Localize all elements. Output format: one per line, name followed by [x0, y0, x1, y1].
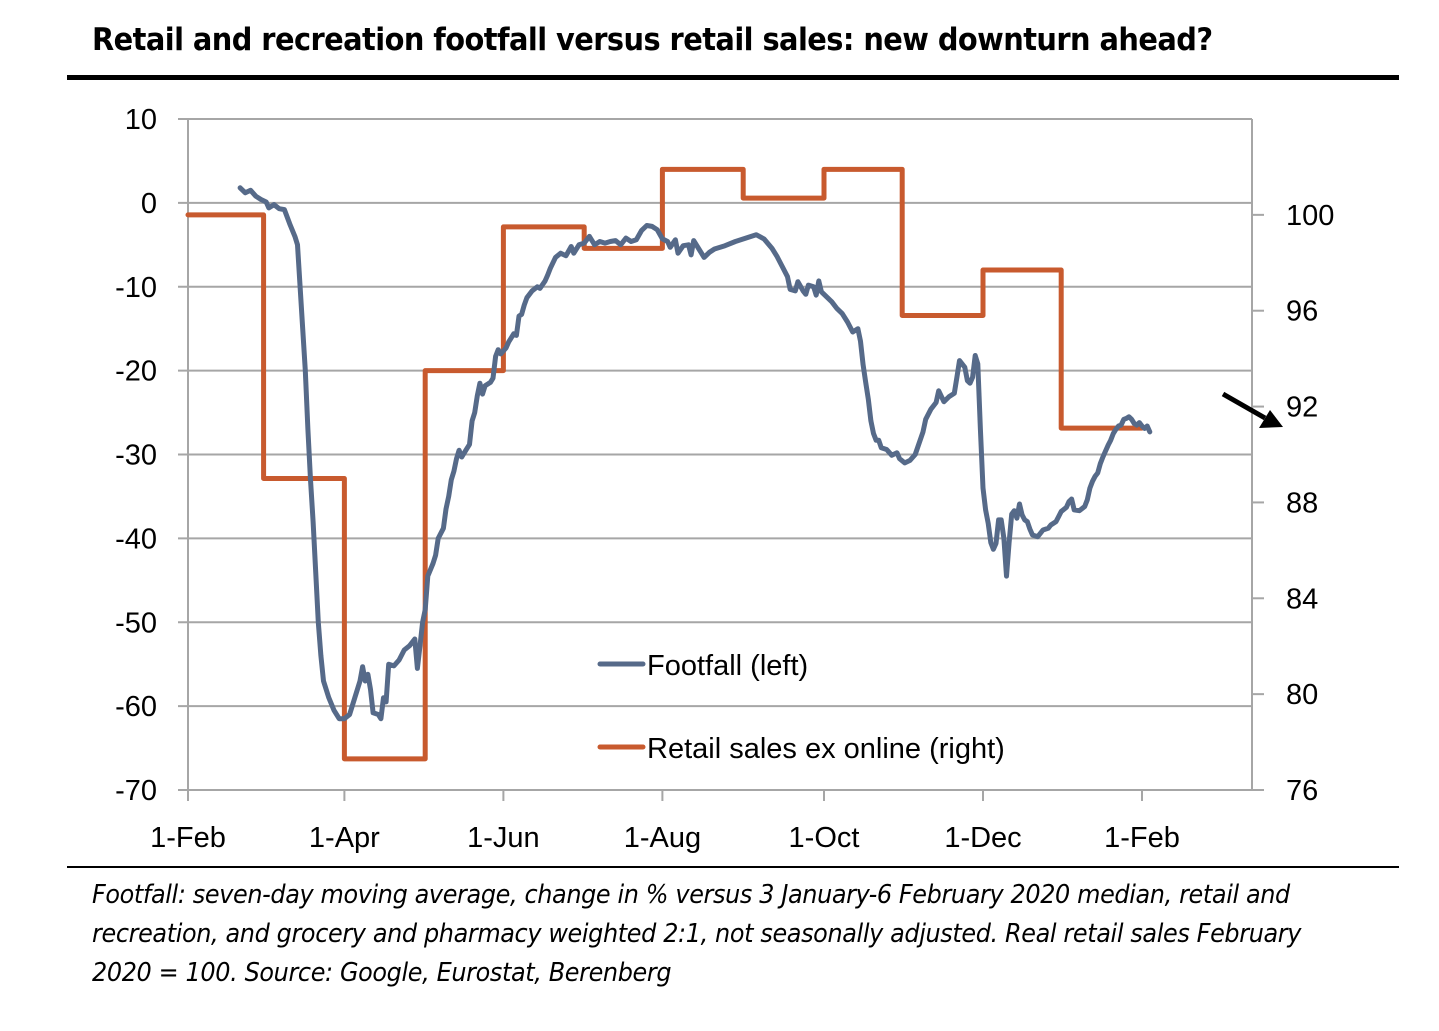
- x-tick-label: 1-Feb: [1104, 822, 1180, 854]
- y-right-tick-label: 92: [1286, 392, 1318, 424]
- chart-title: Retail and recreation footfall versus re…: [92, 22, 1213, 58]
- title-divider: [67, 75, 1399, 80]
- y-right-tick-label: 88: [1286, 487, 1318, 519]
- x-axis-labels: 1-Feb 1-Apr 1-Jun 1-Aug 1-Oct 1-Dec 1-Feb: [150, 822, 1180, 854]
- gridlines: [178, 118, 1252, 791]
- x-tick-label: 1-Jun: [467, 822, 540, 854]
- x-tick-label: 1-Dec: [944, 822, 1021, 854]
- y-left-tick-label: 0: [141, 188, 157, 220]
- y-right-tick-label: 100: [1286, 200, 1334, 232]
- x-tick-label: 1-Feb: [150, 822, 226, 854]
- footfall-line: [237, 185, 1153, 722]
- chart: 1-Feb 1-Apr 1-Jun 1-Aug 1-Oct 1-Dec 1-Feb 100-…: [115, 104, 1334, 854]
- y-right-tick-label: 84: [1286, 583, 1318, 615]
- arrow-shaft: [1221, 391, 1267, 421]
- legend-label-retail: Retail sales ex online (right): [647, 733, 1005, 765]
- retail-sales-series: [185, 166, 1145, 762]
- x-tick-label: 1-Apr: [309, 822, 380, 854]
- footnote-divider: [67, 866, 1399, 868]
- legend: Footfall (left) Retail sales ex online (…: [597, 650, 1005, 765]
- y-left-tick-label: -40: [115, 523, 157, 555]
- retail-sales-line: [185, 166, 1145, 762]
- legend-label-footfall: Footfall (left): [647, 650, 808, 682]
- y-left-tick-label: -20: [115, 356, 157, 388]
- y-left-tick-label: -30: [115, 440, 157, 472]
- y-left-tick-label: 10: [125, 104, 157, 136]
- y-axis-right-labels: 100 96 92 88 84 80 76: [1286, 200, 1334, 807]
- y-left-tick-label: -60: [115, 691, 157, 723]
- footnote: Footfall: seven-day moving average, chan…: [92, 880, 1302, 988]
- y-right-tick-label: 76: [1286, 775, 1318, 807]
- y-left-tick-label: -10: [115, 272, 157, 304]
- y-right-tick-label: 96: [1286, 296, 1318, 328]
- axes: [187, 119, 1264, 801]
- y-axis-left-labels: 10 0 -10 -20 -30 -40 -50 -60 -70: [115, 104, 157, 807]
- x-tick-label: 1-Oct: [789, 822, 860, 854]
- downturn-arrow-annotation: [1221, 391, 1283, 428]
- y-right-tick-label: 80: [1286, 679, 1318, 711]
- x-tick-label: 1-Aug: [624, 822, 701, 854]
- y-left-tick-label: -50: [115, 607, 157, 639]
- y-left-tick-label: -70: [115, 775, 157, 807]
- arrow-head-icon: [1259, 410, 1283, 428]
- footfall-series: [237, 185, 1153, 722]
